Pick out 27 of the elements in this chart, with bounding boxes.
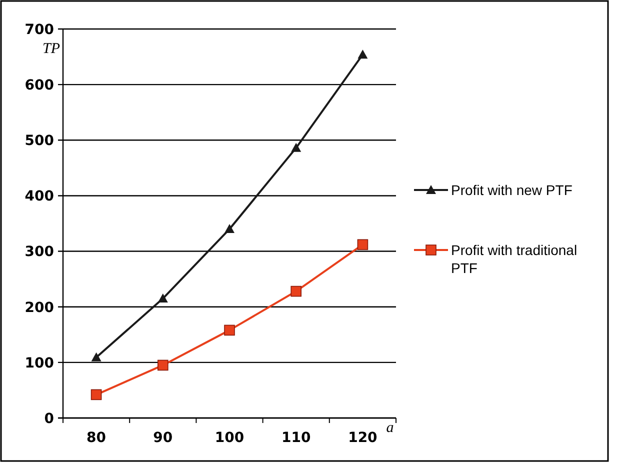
point (158, 294, 168, 303)
point (357, 239, 368, 250)
y-tick-label: 0 (44, 410, 54, 427)
x-tick-label: 80 (86, 430, 106, 446)
y-tick-label: 300 (24, 244, 54, 260)
point (224, 224, 234, 234)
point (91, 352, 102, 362)
y-tick-label: 500 (24, 133, 54, 150)
y-tick-label: 600 (24, 77, 54, 94)
point (290, 286, 302, 297)
y-tick-label: 400 (24, 188, 54, 205)
point (358, 50, 368, 59)
legend-label: Profit with new PTF (451, 182, 572, 198)
x-tick-label: 90 (153, 430, 173, 446)
y-tick-label: 100 (24, 355, 54, 372)
y-axis-title: TP (42, 41, 60, 57)
y-tick-label: 200 (24, 300, 54, 316)
point (158, 360, 168, 371)
y-tick-label: 700 (24, 22, 54, 38)
x-tick-label: 100 (214, 430, 244, 446)
point (291, 142, 302, 152)
x-axis-title: a (386, 420, 394, 436)
x-tick-label: 110 (281, 430, 311, 446)
point (224, 324, 235, 336)
legend-label: Profit with traditional PTF (451, 242, 578, 276)
point (90, 389, 102, 400)
x-tick-label: 120 (348, 430, 378, 446)
